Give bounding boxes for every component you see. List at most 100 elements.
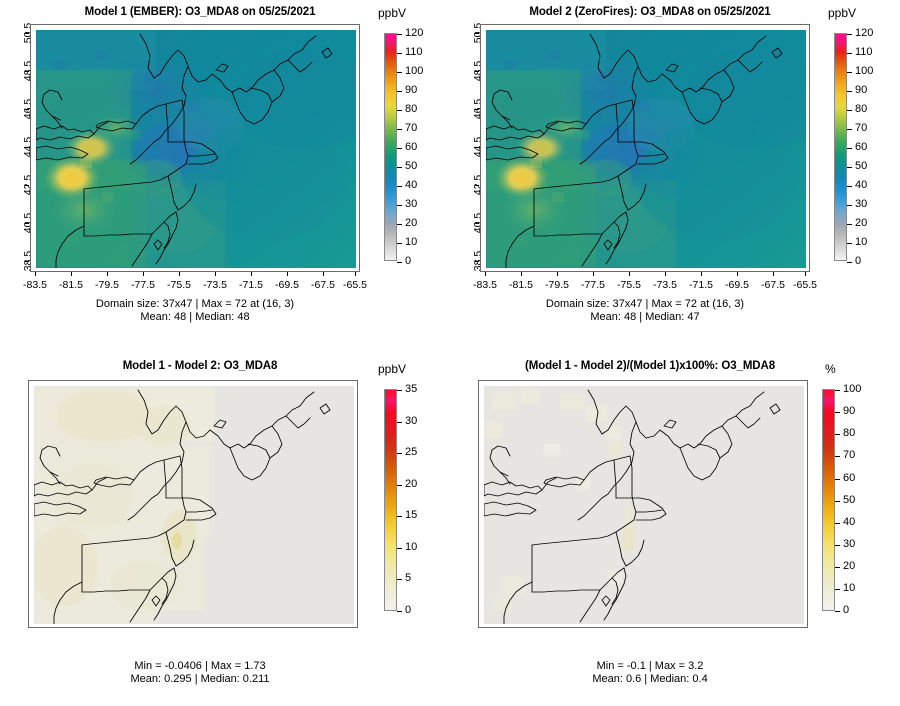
colorbar-tick-label: 50 <box>855 160 868 172</box>
colorbar-gradient <box>384 389 397 611</box>
colorbar-tick-label: 10 <box>843 582 856 594</box>
colorbar-tick-label: 120 <box>855 27 874 39</box>
colorbar-tick-label: 40 <box>855 179 868 191</box>
colorbar-tick-label: 70 <box>843 449 856 461</box>
colorbar-tick-label: 0 <box>405 604 412 616</box>
colorbar-tick-label: 60 <box>843 472 856 484</box>
colorbar-tick-label: 15 <box>405 509 418 521</box>
colorbar-tick-label: 10 <box>405 236 418 248</box>
colorbar-tick-label: 30 <box>405 198 418 210</box>
panel-model1: Model 1 (EMBER): O3_MDA8 on 05/25/2021 5… <box>0 0 450 345</box>
panel-percent-difference-stats-line2: Mean: 0.6 | Median: 0.4 <box>592 673 708 685</box>
colorbar-tick-label: 80 <box>405 103 418 115</box>
colorbar-tick-label: 120 <box>405 27 424 39</box>
colorbar-tick-label: 110 <box>405 46 423 58</box>
panel-percent-difference-plot-frame <box>478 380 808 628</box>
x-tick-label: -73.5 <box>653 279 677 291</box>
x-tick-label: -71.5 <box>239 279 263 291</box>
panel-difference-stats-line1: Min = -0.0406 | Max = 1.73 <box>134 660 266 672</box>
colorbar-tick-label: 20 <box>405 478 418 490</box>
panel-model2-title: Model 2 (ZeroFires): O3_MDA8 on 05/25/20… <box>529 6 771 18</box>
colorbar-tick-label: 60 <box>405 141 418 153</box>
x-tick-label: -65.5 <box>793 279 817 291</box>
colorbar-gradient <box>384 33 397 261</box>
panel-difference-raster <box>34 386 354 624</box>
colorbar-tick-label: 60 <box>855 141 868 153</box>
panel-percent-difference: (Model 1 - Model 2)/(Model 1)x100%: O3_M… <box>450 352 900 706</box>
colorbar-tick-label: 70 <box>405 122 418 134</box>
panel-model2-raster <box>486 30 806 268</box>
colorbar-tick-label: 50 <box>405 160 418 172</box>
panel-percent-difference-title: (Model 1 - Model 2)/(Model 1)x100%: O3_M… <box>524 360 776 372</box>
colorbar-tick-label: 20 <box>405 217 418 229</box>
colorbar-tick-label: 110 <box>855 46 873 58</box>
x-tick-label: -75.5 <box>617 279 641 291</box>
panel-percent-difference-stats-line1: Min = -0.1 | Max = 3.2 <box>596 660 704 672</box>
x-tick-label: -73.5 <box>203 279 227 291</box>
colorbar-tick-label: 90 <box>855 84 868 96</box>
colorbar-gradient <box>834 33 847 261</box>
x-tick-label: -69.5 <box>275 279 299 291</box>
colorbar-tick-label: 35 <box>405 383 418 395</box>
x-tick-label: -79.5 <box>545 279 569 291</box>
colorbar-gradient <box>822 389 835 611</box>
x-tick-label: -65.5 <box>343 279 367 291</box>
x-tick-label: -71.5 <box>689 279 713 291</box>
panel-model2: Model 2 (ZeroFires): O3_MDA8 on 05/25/20… <box>450 0 900 345</box>
colorbar-tick-label: 70 <box>855 122 868 134</box>
x-tick-label: -77.5 <box>131 279 155 291</box>
x-tick-label: -83.5 <box>473 279 497 291</box>
colorbar-tick-label: 30 <box>405 415 418 427</box>
panel-model2-plot-frame <box>480 24 810 272</box>
difference-raster <box>34 386 354 624</box>
colorbar-tick-label: 80 <box>855 103 868 115</box>
colorbar-tick-label: 100 <box>855 65 874 77</box>
colorbar-unit-label: ppbV <box>378 6 407 20</box>
panel-difference: Model 1 - Model 2: O3_MDA8 <box>0 352 450 706</box>
panel-model1-stats-line1: Domain size: 37x47 | Max = 72 at (16, 3) <box>95 298 295 310</box>
panel-model2-stats-line2: Mean: 48 | Median: 47 <box>590 311 700 323</box>
x-tick-label: -77.5 <box>581 279 605 291</box>
panel-difference-stats-line2: Mean: 0.295 | Median: 0.211 <box>130 673 270 685</box>
panel-difference-title: Model 1 - Model 2: O3_MDA8 <box>122 360 278 372</box>
colorbar-tick-label: 100 <box>405 65 424 77</box>
colorbar-tick-label: 5 <box>405 572 412 584</box>
colorbar-tick-label: 0 <box>843 604 850 616</box>
panel-model1-stats-line2: Mean: 48 | Median: 48 <box>140 311 250 323</box>
x-tick-label: -67.5 <box>761 279 785 291</box>
panel-model1-plot-frame <box>30 24 360 272</box>
colorbar-tick-label: 90 <box>843 405 856 417</box>
colorbar-tick-label: 30 <box>843 538 856 550</box>
colorbar-unit-label: ppbV <box>828 6 857 20</box>
x-tick-label: -69.5 <box>725 279 749 291</box>
colorbar-tick-label: 0 <box>405 255 412 267</box>
colorbar-tick-label: 40 <box>405 179 418 191</box>
panel-difference-plot-frame <box>28 380 358 628</box>
ozone-raster-model2 <box>486 30 806 268</box>
x-tick-label: -81.5 <box>59 279 83 291</box>
colorbar-tick-label: 40 <box>843 516 856 528</box>
colorbar-tick-label: 50 <box>843 494 856 506</box>
panel-model2-stats-line1: Domain size: 37x47 | Max = 72 at (16, 3) <box>545 298 745 310</box>
colorbar-tick-label: 10 <box>855 236 868 248</box>
colorbar-tick-label: 20 <box>843 560 856 572</box>
colorbar-tick-label: 100 <box>843 383 862 395</box>
ozone-raster-model1 <box>36 30 356 268</box>
x-tick-label: -79.5 <box>95 279 119 291</box>
colorbar-tick-label: 25 <box>405 446 418 458</box>
colorbar-unit-label: ppbV <box>378 362 407 376</box>
percent-difference-raster <box>484 386 804 624</box>
colorbar-tick-label: 20 <box>855 217 868 229</box>
x-tick-label: -67.5 <box>311 279 335 291</box>
colorbar-tick-label: 30 <box>855 198 868 210</box>
x-tick-label: -81.5 <box>509 279 533 291</box>
colorbar-tick-label: 80 <box>843 427 856 439</box>
x-tick-label: -75.5 <box>167 279 191 291</box>
colorbar-tick-label: 90 <box>405 84 418 96</box>
colorbar-unit-label: % <box>825 362 836 376</box>
x-tick-label: -83.5 <box>23 279 47 291</box>
panel-percent-difference-raster <box>484 386 804 624</box>
colorbar-tick-label: 0 <box>855 255 862 267</box>
colorbar-tick-label: 10 <box>405 541 418 553</box>
panel-model1-raster <box>36 30 356 268</box>
